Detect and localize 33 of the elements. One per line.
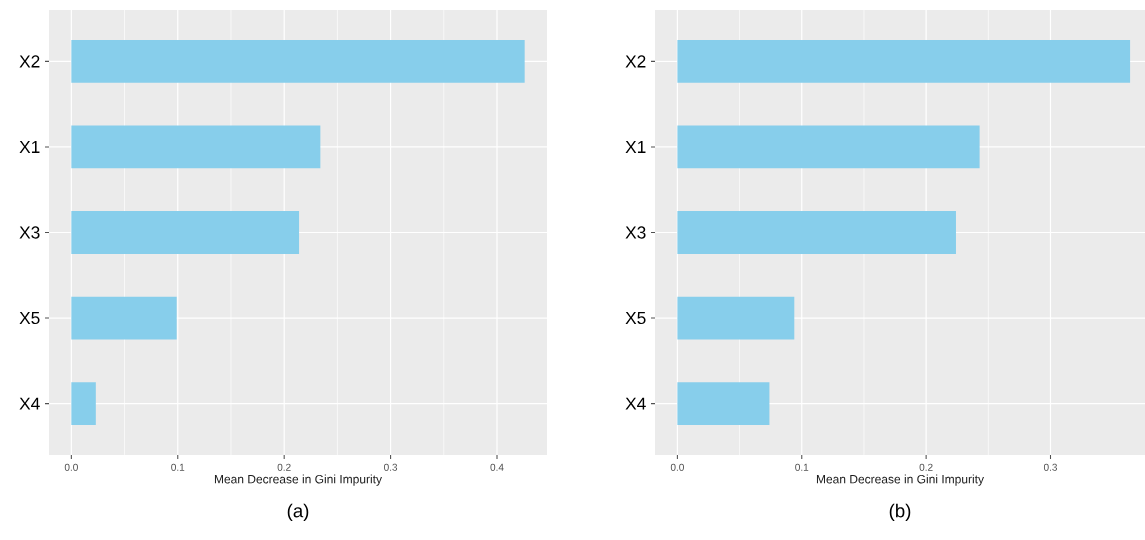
- bar: [677, 296, 795, 340]
- y-tick-label: X3: [625, 226, 646, 239]
- x-tick-label: 0.0: [670, 463, 684, 471]
- x-tick-label: 0.0: [64, 463, 78, 471]
- bar: [677, 125, 980, 169]
- x-tick-label: 0.2: [919, 463, 933, 471]
- x-axis-title: Mean Decrease in Gini Impurity: [816, 474, 984, 486]
- bar: [71, 39, 525, 83]
- x-tick-label: 0.3: [384, 463, 398, 471]
- bar: [677, 211, 956, 254]
- y-tick-label: X2: [19, 55, 40, 68]
- y-tick-label: X5: [625, 312, 646, 325]
- bar: [71, 125, 321, 169]
- x-tick-label: 0.1: [171, 463, 185, 471]
- x-tick-label: 0.4: [490, 463, 504, 471]
- x-axis-title: Mean Decrease in Gini Impurity: [214, 474, 382, 486]
- y-tick-label: X2: [625, 55, 646, 68]
- y-tick-label: X4: [19, 397, 40, 410]
- bar: [677, 39, 1131, 83]
- x-tick-label: 0.1: [795, 463, 809, 471]
- text: (a): [287, 503, 309, 522]
- y-tick-label: X1: [19, 140, 40, 153]
- y-tick-label: X3: [19, 226, 40, 239]
- bar: [71, 211, 300, 254]
- bar: [677, 382, 770, 426]
- y-tick-label: X4: [625, 397, 646, 410]
- y-tick-label: X5: [19, 312, 40, 325]
- y-tick-label: X1: [625, 140, 646, 153]
- x-tick-label: 0.3: [1043, 463, 1057, 471]
- bar: [71, 296, 177, 340]
- bar: [71, 382, 96, 426]
- text: (b): [889, 503, 911, 522]
- x-tick-label: 0.2: [277, 463, 291, 471]
